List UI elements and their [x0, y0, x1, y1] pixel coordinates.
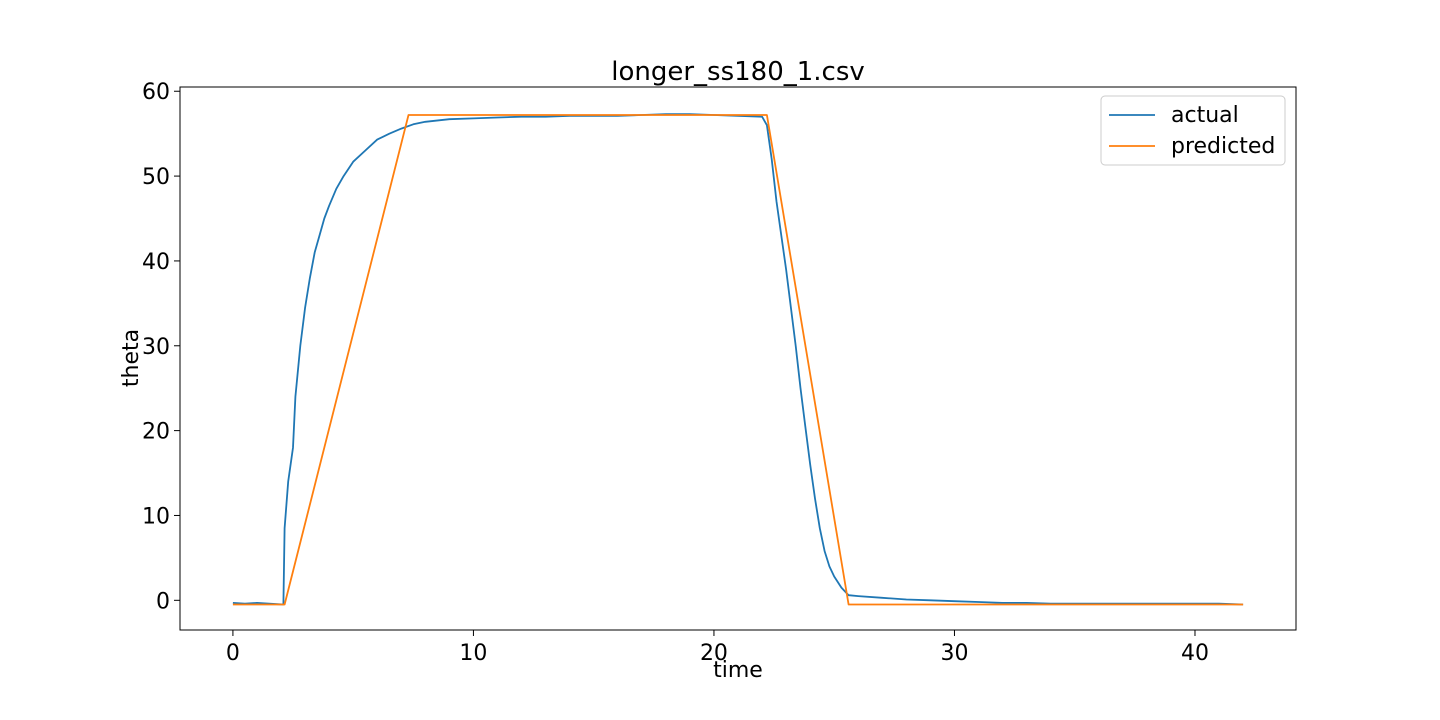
series-line-predicted [232, 114, 1244, 606]
y-tick-label: 10 [142, 504, 170, 529]
x-tick-label: 10 [459, 641, 487, 666]
y-tick-label: 30 [142, 335, 170, 360]
legend-label-actual: actual [1171, 103, 1239, 128]
x-tick-label: 40 [1181, 641, 1209, 666]
legend: actual predicted [1100, 95, 1286, 166]
legend-box [1100, 95, 1286, 166]
y-axis-label: theta [119, 329, 144, 387]
y-tick-label: 50 [142, 165, 170, 190]
y-tick-label: 20 [142, 420, 170, 445]
x-axis-ticks: 0 10 20 30 40 [226, 630, 1209, 666]
chart-title: longer_ss180_1.csv [611, 57, 865, 87]
y-axis-ticks: 0 10 20 30 40 50 60 [142, 80, 180, 614]
y-tick-label: 60 [142, 80, 170, 105]
x-axis-label: time [713, 658, 763, 683]
y-tick-label: 40 [142, 250, 170, 275]
x-tick-label: 0 [226, 641, 240, 666]
series-layer [232, 113, 1244, 606]
legend-label-predicted: predicted [1171, 134, 1275, 159]
x-tick-label: 30 [940, 641, 968, 666]
x-tick-label: 20 [700, 641, 728, 666]
plot-frame [179, 86, 1297, 631]
y-tick-label: 0 [156, 589, 170, 614]
